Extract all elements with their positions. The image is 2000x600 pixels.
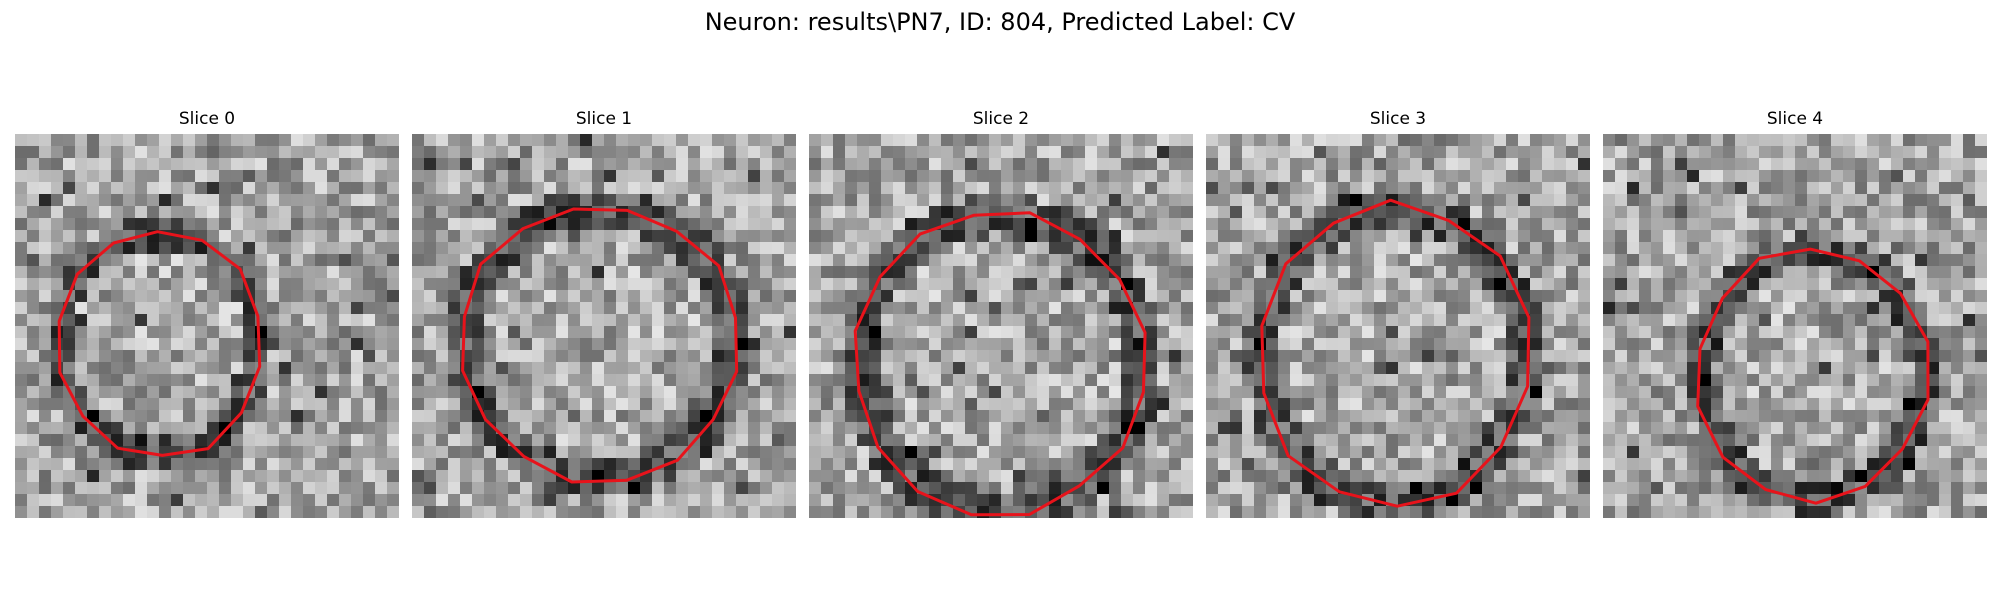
slice-image <box>1206 134 1590 518</box>
slice-image <box>412 134 796 518</box>
slice-title: Slice 0 <box>178 109 236 129</box>
segmentation-contour <box>1260 198 1531 508</box>
slice-image <box>1603 134 1987 518</box>
slice-panel-2: Slice 2 <box>809 106 1193 520</box>
slice-image <box>15 134 399 518</box>
slice-panel-4: Slice 4 <box>1603 106 1987 520</box>
segmentation-contour <box>1696 247 1930 505</box>
slice-panel-3: Slice 3 <box>1206 106 1590 520</box>
slice-title: Slice 4 <box>1766 109 1824 129</box>
slice-image <box>809 134 1193 518</box>
segmentation-contour <box>853 211 1147 517</box>
figure-title: Neuron: results\PN7, ID: 804, Predicted … <box>704 8 1296 36</box>
segmentation-contour <box>57 230 262 457</box>
slice-title: Slice 3 <box>1369 109 1427 129</box>
slice-panel-1: Slice 1 <box>412 106 796 520</box>
slice-panel-0: Slice 0 <box>15 106 399 520</box>
slice-title: Slice 1 <box>575 109 633 129</box>
segmentation-contour <box>461 207 739 484</box>
slice-title: Slice 2 <box>972 109 1030 129</box>
